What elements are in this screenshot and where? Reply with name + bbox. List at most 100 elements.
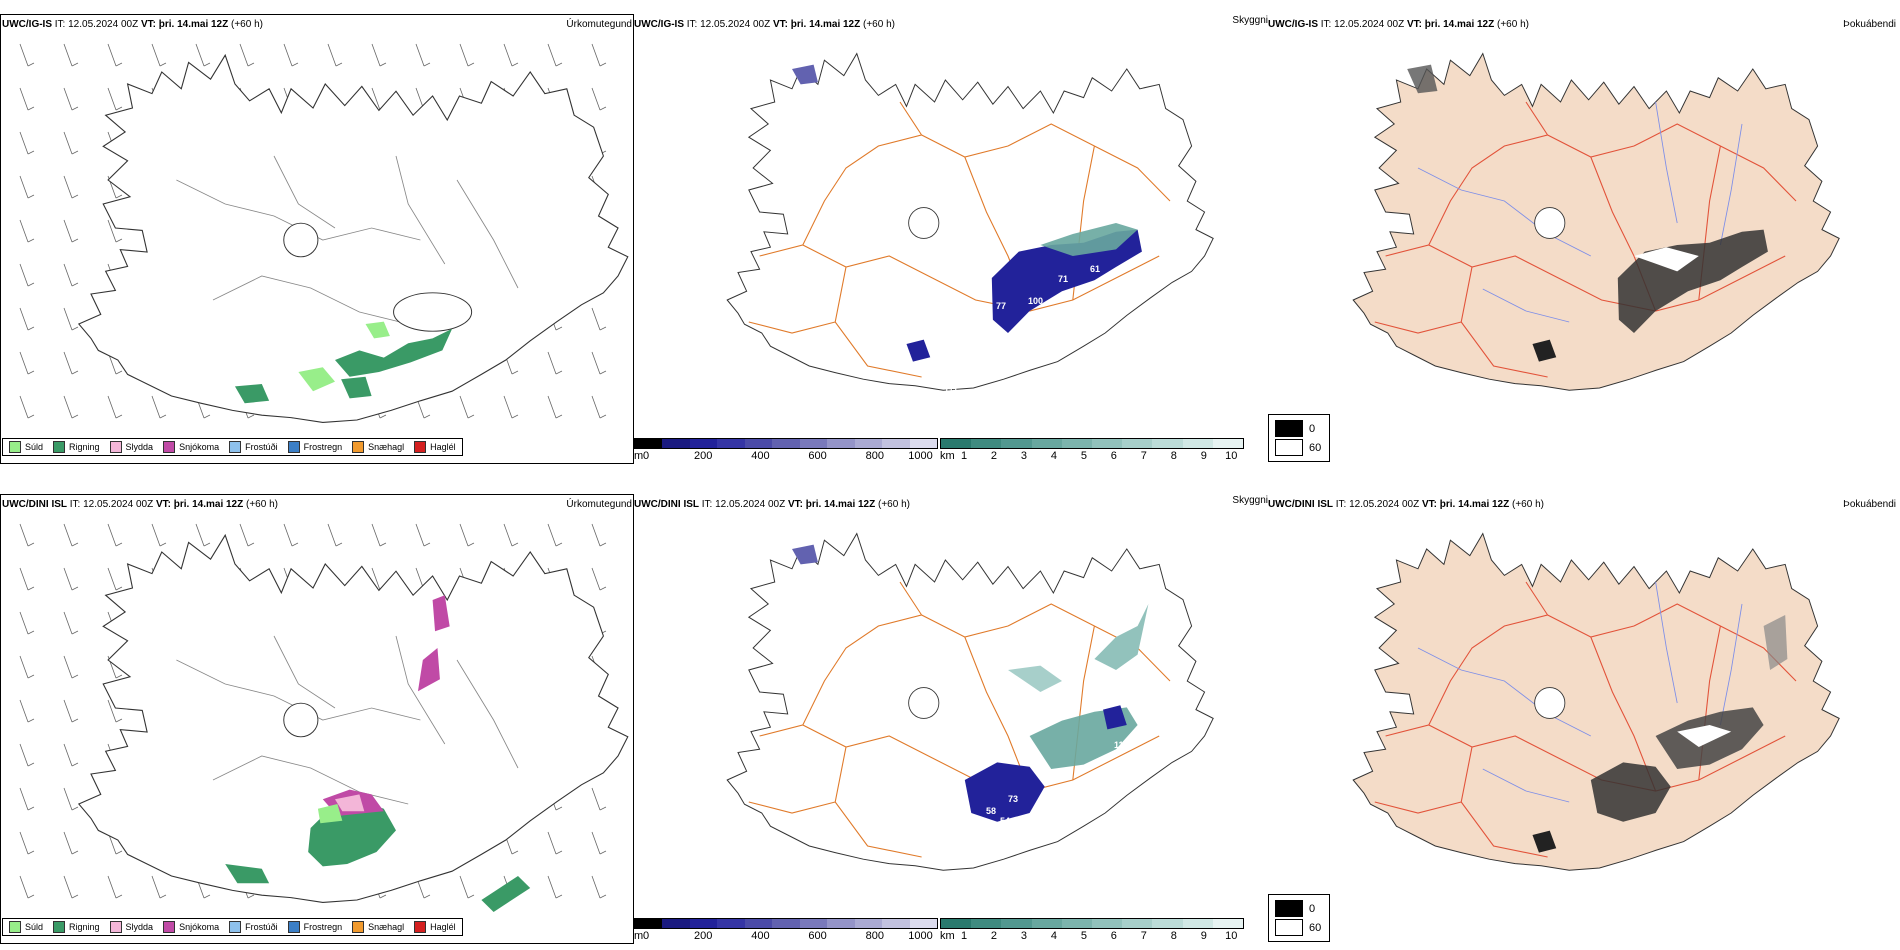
wind-barb [415,523,431,547]
wind-barb [591,787,607,811]
lead-time: (+60 h) [231,19,263,30]
colorbar-cell [744,439,773,448]
wind-barb [107,523,123,547]
wind-barb [591,351,607,375]
vt-value: þri. 14.mai 12Z [158,19,229,30]
wind-barb [19,43,35,67]
it-label: IT: [1320,19,1332,30]
wind-barb [63,395,79,419]
ceiling-label: 77 [996,301,1006,311]
wind-barb [63,787,79,811]
colorbar-cell [635,439,663,448]
wind-barb [151,875,167,899]
legend-item: Frostúði [229,441,278,453]
wind-barb [591,395,607,419]
legend-swatch [109,921,122,933]
fog-panel-row2: UWC/DINI ISL IT: 12.05.2024 00Z VT: þri.… [1268,494,1900,944]
wind-barb [195,523,211,547]
lead-time: (+60 h) [1512,499,1544,510]
vt-label: VT: [772,19,788,30]
legend-swatch [9,441,21,453]
wind-barb [63,263,79,287]
vt-value: þri. 14.mai 12Z [790,19,861,30]
wind-barb [63,611,79,635]
wind-barb [327,43,343,67]
wind-barb [503,43,519,67]
colorbar-cell [1031,919,1062,928]
wind-barb [547,875,563,899]
wind-barb [151,523,167,547]
legend-item: Súld [9,921,43,933]
colorbar-cell [882,439,910,448]
wind-barb [415,43,431,67]
colorbar-cell [1152,919,1183,928]
colorbar-cell [882,919,910,928]
legend-item: Snjókoma [163,441,219,453]
precip-legend: Súld Rigning Slydda Snjókoma Frostúði Fr… [2,438,463,456]
wind-barb [107,875,123,899]
ceiling-label: 11 [1114,740,1124,750]
colorbar-cell [1152,439,1183,448]
ceiling-label: 111 [944,386,958,396]
it-label: IT: [701,499,713,510]
vt-value: þri. 14.mai 12Z [173,499,244,510]
legend-item: Frostregn [287,921,342,933]
model-name: UWC/IG-IS [1268,19,1318,30]
wind-barb [459,43,475,67]
ceiling-label: 73 [986,830,996,840]
fog-swatch-dark [1275,900,1303,917]
vt-label: VT: [787,499,803,510]
map-frame [0,14,634,464]
colorbar-cell [717,439,745,448]
lead-time: (+60 h) [878,499,910,510]
colorbar-cell [1212,439,1244,448]
wind-barb [63,43,79,67]
lead-time: (+60 h) [246,499,278,510]
wind-barb [107,43,123,67]
fog-legend: 0 60 [1268,414,1330,462]
colorbar-cell [854,439,883,448]
precip-map [19,523,629,912]
legend-swatch [229,441,242,453]
ceiling-label: 61 [1090,264,1100,274]
wind-barb [547,395,563,419]
wind-barb [19,131,35,155]
wind-barb [107,699,123,723]
wind-barb [63,743,79,767]
panel-title: Úrkomutegund [566,19,632,30]
vt-label: VT: [1406,19,1422,30]
legend-item: Súld [9,441,43,453]
lead-time: (+60 h) [1497,19,1529,30]
legend-swatch [287,441,300,453]
colorbar-cell [1001,439,1032,448]
legend-item: Slydda [109,441,153,453]
colorbar-cell [827,439,855,448]
legend-swatch [53,441,66,453]
wind-barb [459,523,475,547]
wind-barb [19,523,35,547]
legend-swatch [414,921,427,933]
colorbar-cell [1061,439,1093,448]
panel-title: Þokuábendi [1843,499,1896,510]
wind-barb [371,523,387,547]
legend-item: Slydda [109,921,153,933]
ceiling-label: 73 [990,336,1000,346]
wind-barb [503,395,519,419]
wind-barb [63,699,79,723]
legend-item: Haglél [414,921,456,933]
legend-swatch [352,441,365,453]
panel-title: Úrkomutegund [566,499,632,510]
it-value: 12.05.2024 00Z [700,19,771,30]
vt-label: VT: [140,19,156,30]
ceiling-ticks: 0 200 400 600 800 1000 [642,450,933,462]
ceiling-unit: m [634,930,644,942]
fog-map [1352,53,1840,391]
panel-title: Þokuábendi [1843,19,1896,30]
wind-barb [591,87,607,111]
visibility-ticks: 1 2 3 4 5 6 7 8 9 10 [960,930,1238,942]
colorbar-cell [941,439,972,448]
ceiling-label: 100 [1028,296,1043,306]
colorbar-cell [1092,439,1123,448]
it-value: 12.05.2024 00Z [1349,499,1420,510]
ceiling-unit: m [634,450,644,462]
